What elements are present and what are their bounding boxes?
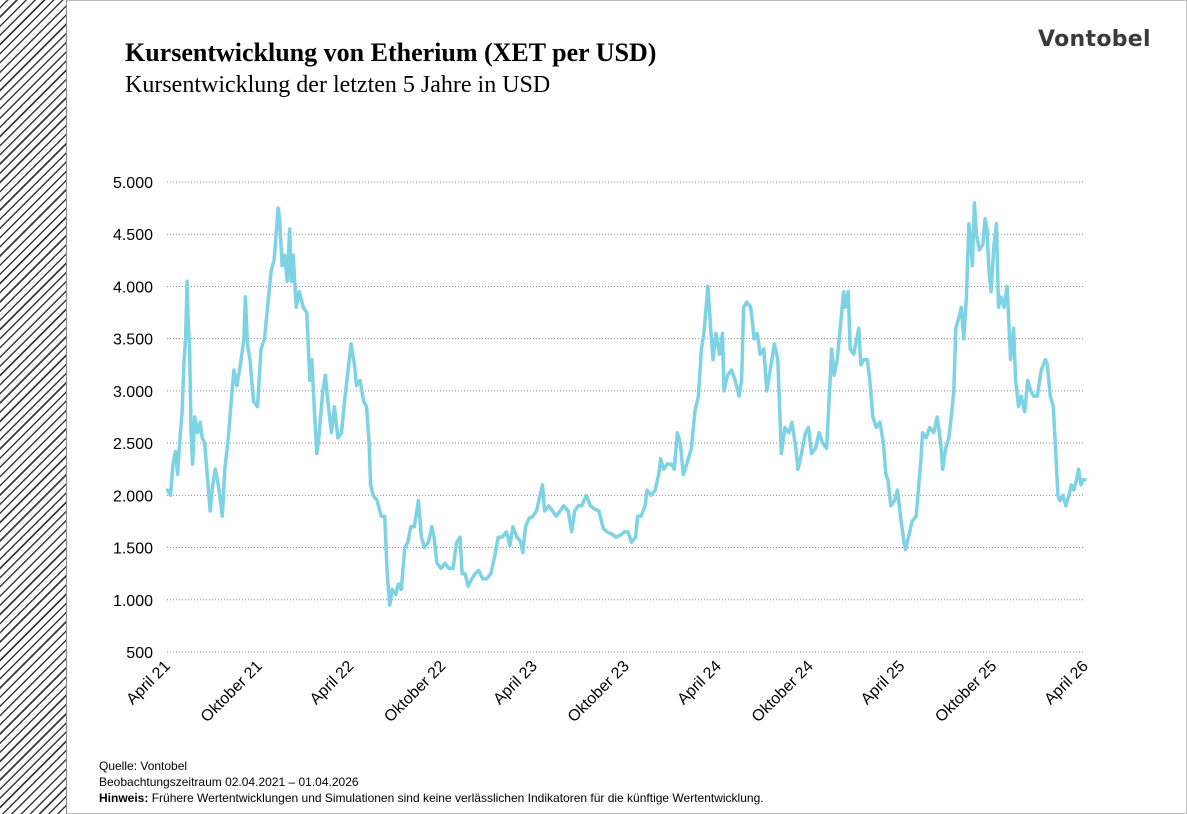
y-tick-label: 3.000 <box>113 384 153 401</box>
price-series-line <box>165 201 1087 607</box>
footer-source: Quelle: Vontobel <box>99 759 188 773</box>
gridlines <box>167 181 1085 653</box>
vontobel-logo: Vontobel <box>1038 27 1151 52</box>
footer-period: Beobachtungszeitraum 02.04.2021 – 01.04.… <box>99 775 359 789</box>
x-tick-label: Oktober 23 <box>565 658 633 726</box>
y-tick-label: 2.500 <box>113 436 153 453</box>
x-tick-label: Oktober 25 <box>932 658 1000 726</box>
hatched-side-band <box>0 0 67 814</box>
y-tick-label: 1.500 <box>113 541 153 558</box>
x-tick-label: April 26 <box>1041 658 1091 708</box>
y-axis-labels: 500 1.000 1.500 2.000 2.500 3.000 3.500 4.000 4.… <box>113 175 153 662</box>
y-tick-label: 5.000 <box>113 175 153 192</box>
y-tick-label: 2.000 <box>113 488 153 505</box>
y-tick-label: 4.500 <box>113 227 153 244</box>
y-tick-label: 1.000 <box>113 593 153 610</box>
chart-subtitle: Kursentwicklung der letzten 5 Jahre in U… <box>125 72 551 98</box>
footer-note-text: Frühere Wertentwicklungen und Simulation… <box>151 791 764 805</box>
chart-title: Kursentwicklung von Etherium (XET per US… <box>125 38 657 67</box>
x-tick-label: April 21 <box>123 658 173 708</box>
footer-note: Hinweis: Frühere Wertentwicklungen und S… <box>99 790 764 806</box>
x-tick-label: April 24 <box>674 658 724 708</box>
footer: Quelle: Vontobel Beobachtungszeitraum 02… <box>99 758 764 806</box>
x-tick-label: April 23 <box>490 658 540 708</box>
x-tick-label: April 22 <box>307 658 357 708</box>
x-axis-labels: April 21 Oktober 21 April 22 Oktober 22 Apri… <box>123 658 1091 726</box>
x-tick-label: Oktober 24 <box>749 658 817 726</box>
y-tick-label: 4.000 <box>113 279 153 296</box>
footer-note-label: Hinweis: <box>99 791 149 805</box>
y-tick-label: 500 <box>126 645 153 662</box>
x-tick-label: Oktober 21 <box>198 658 266 726</box>
x-tick-label: April 25 <box>858 658 908 708</box>
x-tick-label: Oktober 22 <box>381 658 449 726</box>
price-line-chart: 500 1.000 1.500 2.000 2.500 3.000 3.500 4.000 4.… <box>113 175 1092 726</box>
y-tick-label: 3.500 <box>113 332 153 349</box>
